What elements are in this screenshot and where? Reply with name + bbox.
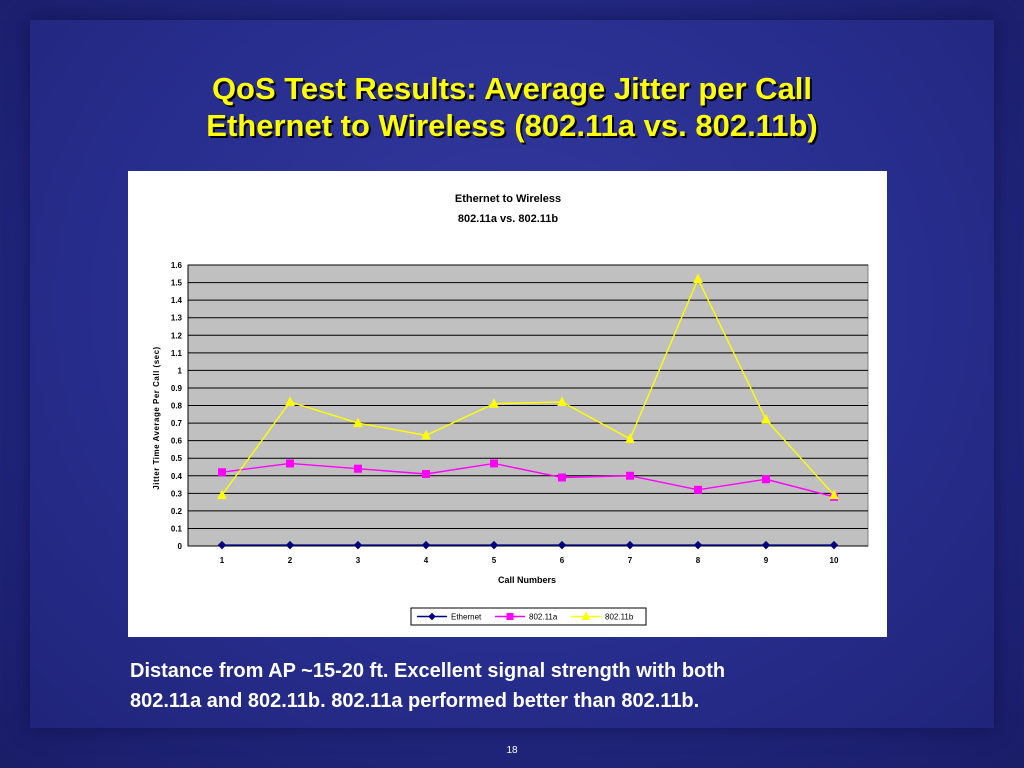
y-tick-label: 0 — [178, 542, 183, 551]
x-axis-label: Call Numbers — [498, 575, 556, 585]
data-point — [557, 396, 567, 406]
data-point — [489, 398, 499, 408]
data-point — [558, 473, 566, 482]
chart-title: Ethernet to Wireless — [455, 193, 561, 205]
y-tick-label: 0.8 — [171, 402, 183, 411]
slide-title-line-1: QoS Test Results: Average Jitter per Cal… — [211, 71, 813, 106]
legend-label: 802.11a — [529, 613, 558, 622]
data-point — [286, 459, 294, 468]
y-tick-label: 0.1 — [171, 524, 183, 533]
y-tick-label: 0.3 — [171, 489, 183, 498]
data-point — [625, 433, 635, 443]
y-tick-label: 1.3 — [171, 314, 183, 323]
y-tick-label: 1.4 — [171, 296, 183, 305]
data-point — [490, 459, 498, 468]
data-point — [625, 540, 635, 550]
data-point — [421, 540, 431, 550]
x-tick-label: 9 — [764, 556, 769, 565]
caption-line-2: 802.11a and 802.11b. 802.11a performed b… — [130, 690, 700, 712]
data-point — [353, 540, 363, 550]
x-tick-label: 4 — [424, 556, 429, 565]
series-line-802-11b — [221, 277, 835, 496]
y-tick-label: 1.5 — [171, 279, 183, 288]
x-tick-label: 5 — [492, 556, 497, 565]
data-point — [421, 429, 431, 440]
slide-number: 18 — [506, 745, 518, 756]
y-tick-label: 0.7 — [171, 419, 183, 428]
data-point — [829, 489, 839, 500]
data-point — [285, 396, 295, 406]
chart-container: Ethernet to Wireless 802.11a vs. 802.11b… — [128, 171, 887, 637]
data-point — [217, 489, 227, 500]
x-tick-label: 6 — [560, 556, 565, 565]
slide-title-line-2: Ethernet to Wireless (802.11a vs. 802.11… — [206, 108, 818, 143]
data-point — [581, 611, 591, 620]
data-point — [693, 273, 703, 284]
y-tick-label: 0.5 — [171, 454, 183, 463]
data-point — [557, 540, 567, 550]
data-point — [489, 540, 499, 550]
jitter-line-chart: Ethernet to Wireless 802.11a vs. 802.11b… — [152, 193, 869, 626]
legend-label: 802.11b — [605, 613, 634, 622]
data-point — [506, 613, 514, 620]
y-tick-label: 1.1 — [171, 349, 183, 358]
data-point — [354, 464, 362, 473]
x-tick-label: 1 — [220, 556, 225, 565]
chart-legend: Ethernet 802.11a 802.11b — [410, 607, 647, 626]
y-tick-label: 1 — [178, 366, 183, 375]
y-tick-label: 0.6 — [171, 437, 183, 446]
data-point — [285, 540, 295, 550]
legend-label: Ethernet — [451, 613, 482, 622]
data-point — [762, 475, 770, 484]
data-point — [217, 540, 227, 550]
data-point — [693, 540, 703, 550]
y-axis-label: Jitter Time Average Per Call (sec) — [152, 346, 161, 489]
x-tick-label: 3 — [356, 556, 361, 565]
slide-title: QoS Test Results: Average Jitter per Cal… — [0, 70, 1024, 144]
y-tick-label: 0.9 — [171, 384, 183, 393]
x-tick-label: 8 — [696, 556, 701, 565]
data-point — [829, 540, 839, 550]
x-tick-label: 2 — [288, 556, 293, 565]
chart-subtitle: 802.11a vs. 802.11b — [458, 213, 559, 225]
data-point — [353, 417, 363, 428]
x-tick-label: 7 — [628, 556, 633, 565]
data-point — [422, 469, 430, 478]
y-tick-label: 1.2 — [171, 331, 183, 340]
y-tick-label: 0.4 — [171, 472, 183, 481]
x-tick-label: 10 — [830, 556, 839, 565]
data-point — [218, 468, 226, 477]
slide-caption: Distance from AP ~15-20 ft. Excellent si… — [130, 656, 930, 716]
data-point — [626, 471, 634, 480]
y-tick-label: 0.2 — [171, 507, 183, 516]
series-line-802-11a — [221, 462, 835, 498]
data-point — [761, 413, 771, 424]
y-tick-label: 1.6 — [171, 261, 183, 270]
legend-box — [410, 607, 647, 626]
data-point — [761, 540, 771, 550]
data-point — [428, 612, 436, 621]
caption-line-1: Distance from AP ~15-20 ft. Excellent si… — [130, 660, 726, 682]
data-point — [694, 485, 702, 494]
